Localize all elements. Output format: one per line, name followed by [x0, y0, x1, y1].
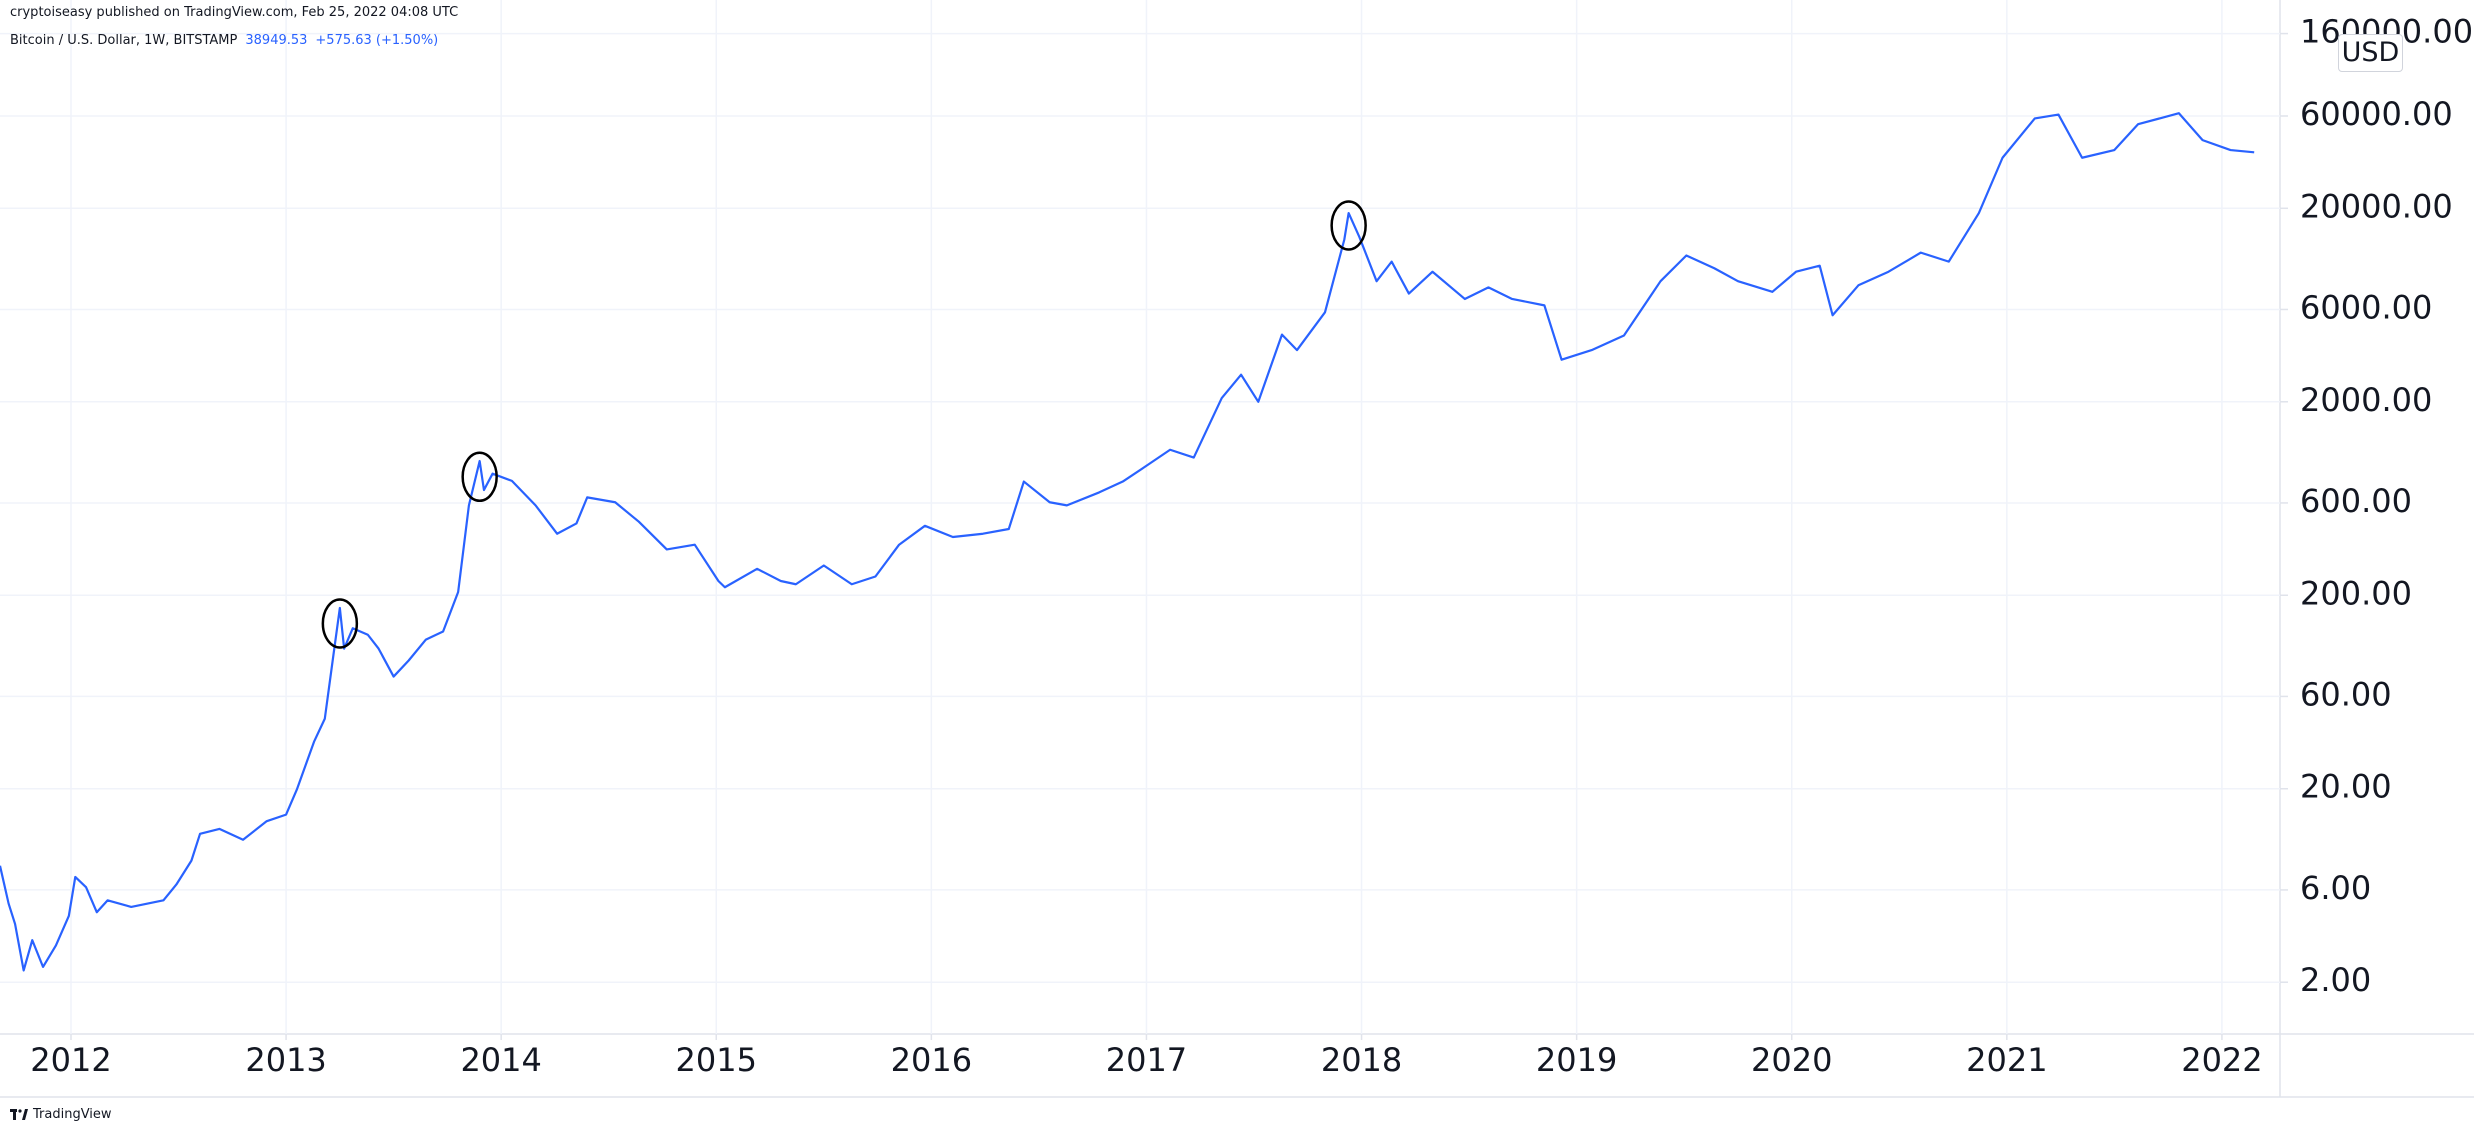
- x-tick-label: 2012: [30, 1041, 111, 1079]
- currency-button[interactable]: USD: [2338, 34, 2403, 72]
- brand-name: TradingView: [33, 1107, 112, 1122]
- x-tick-label: 2018: [1321, 1041, 1402, 1079]
- x-tick-label: 2013: [245, 1041, 326, 1079]
- x-tick-label: 2022: [2181, 1041, 2262, 1079]
- price-line: [0, 112, 2255, 972]
- x-tick-label: 2015: [676, 1041, 757, 1079]
- grid: [0, 0, 2280, 1034]
- y-tick-label: 20000.00: [2300, 187, 2453, 225]
- brand-logo: [10, 1109, 28, 1120]
- legend: Bitcoin / U.S. Dollar, 1W, BITSTAMP 38949…: [10, 33, 446, 48]
- footer: TradingView: [10, 1107, 112, 1122]
- x-tick-label: 2017: [1106, 1041, 1187, 1079]
- y-tick-label: 60.00: [2300, 675, 2392, 713]
- highlight-circle: [461, 451, 498, 503]
- x-tick-label: 2014: [460, 1041, 541, 1079]
- y-tick-label: 20.00: [2300, 768, 2392, 806]
- x-tick-label: 2020: [1751, 1041, 1832, 1079]
- y-tick-label: 6000.00: [2300, 288, 2432, 326]
- publish-note: cryptoiseasy published on TradingView.co…: [10, 5, 459, 20]
- y-tick-label: 2.00: [2300, 961, 2371, 999]
- y-tick-label: 6.00: [2300, 869, 2371, 907]
- price-change: +575.63 (+1.50%): [315, 33, 439, 48]
- symbol-name: Bitcoin / U.S. Dollar, 1W, BITSTAMP: [10, 33, 238, 48]
- x-tick-label: 2021: [1966, 1041, 2047, 1079]
- y-tick-label: 600.00: [2300, 482, 2412, 520]
- y-tick-label: 2000.00: [2300, 381, 2432, 419]
- highlight-circle: [1330, 200, 1367, 251]
- x-tick-label: 2019: [1536, 1041, 1617, 1079]
- highlight-circle: [321, 598, 359, 649]
- y-tick-label: 60000.00: [2300, 95, 2453, 133]
- last-price: 38949.53: [245, 33, 308, 48]
- y-tick-label: 200.00: [2300, 574, 2412, 612]
- x-tick-label: 2016: [891, 1041, 972, 1079]
